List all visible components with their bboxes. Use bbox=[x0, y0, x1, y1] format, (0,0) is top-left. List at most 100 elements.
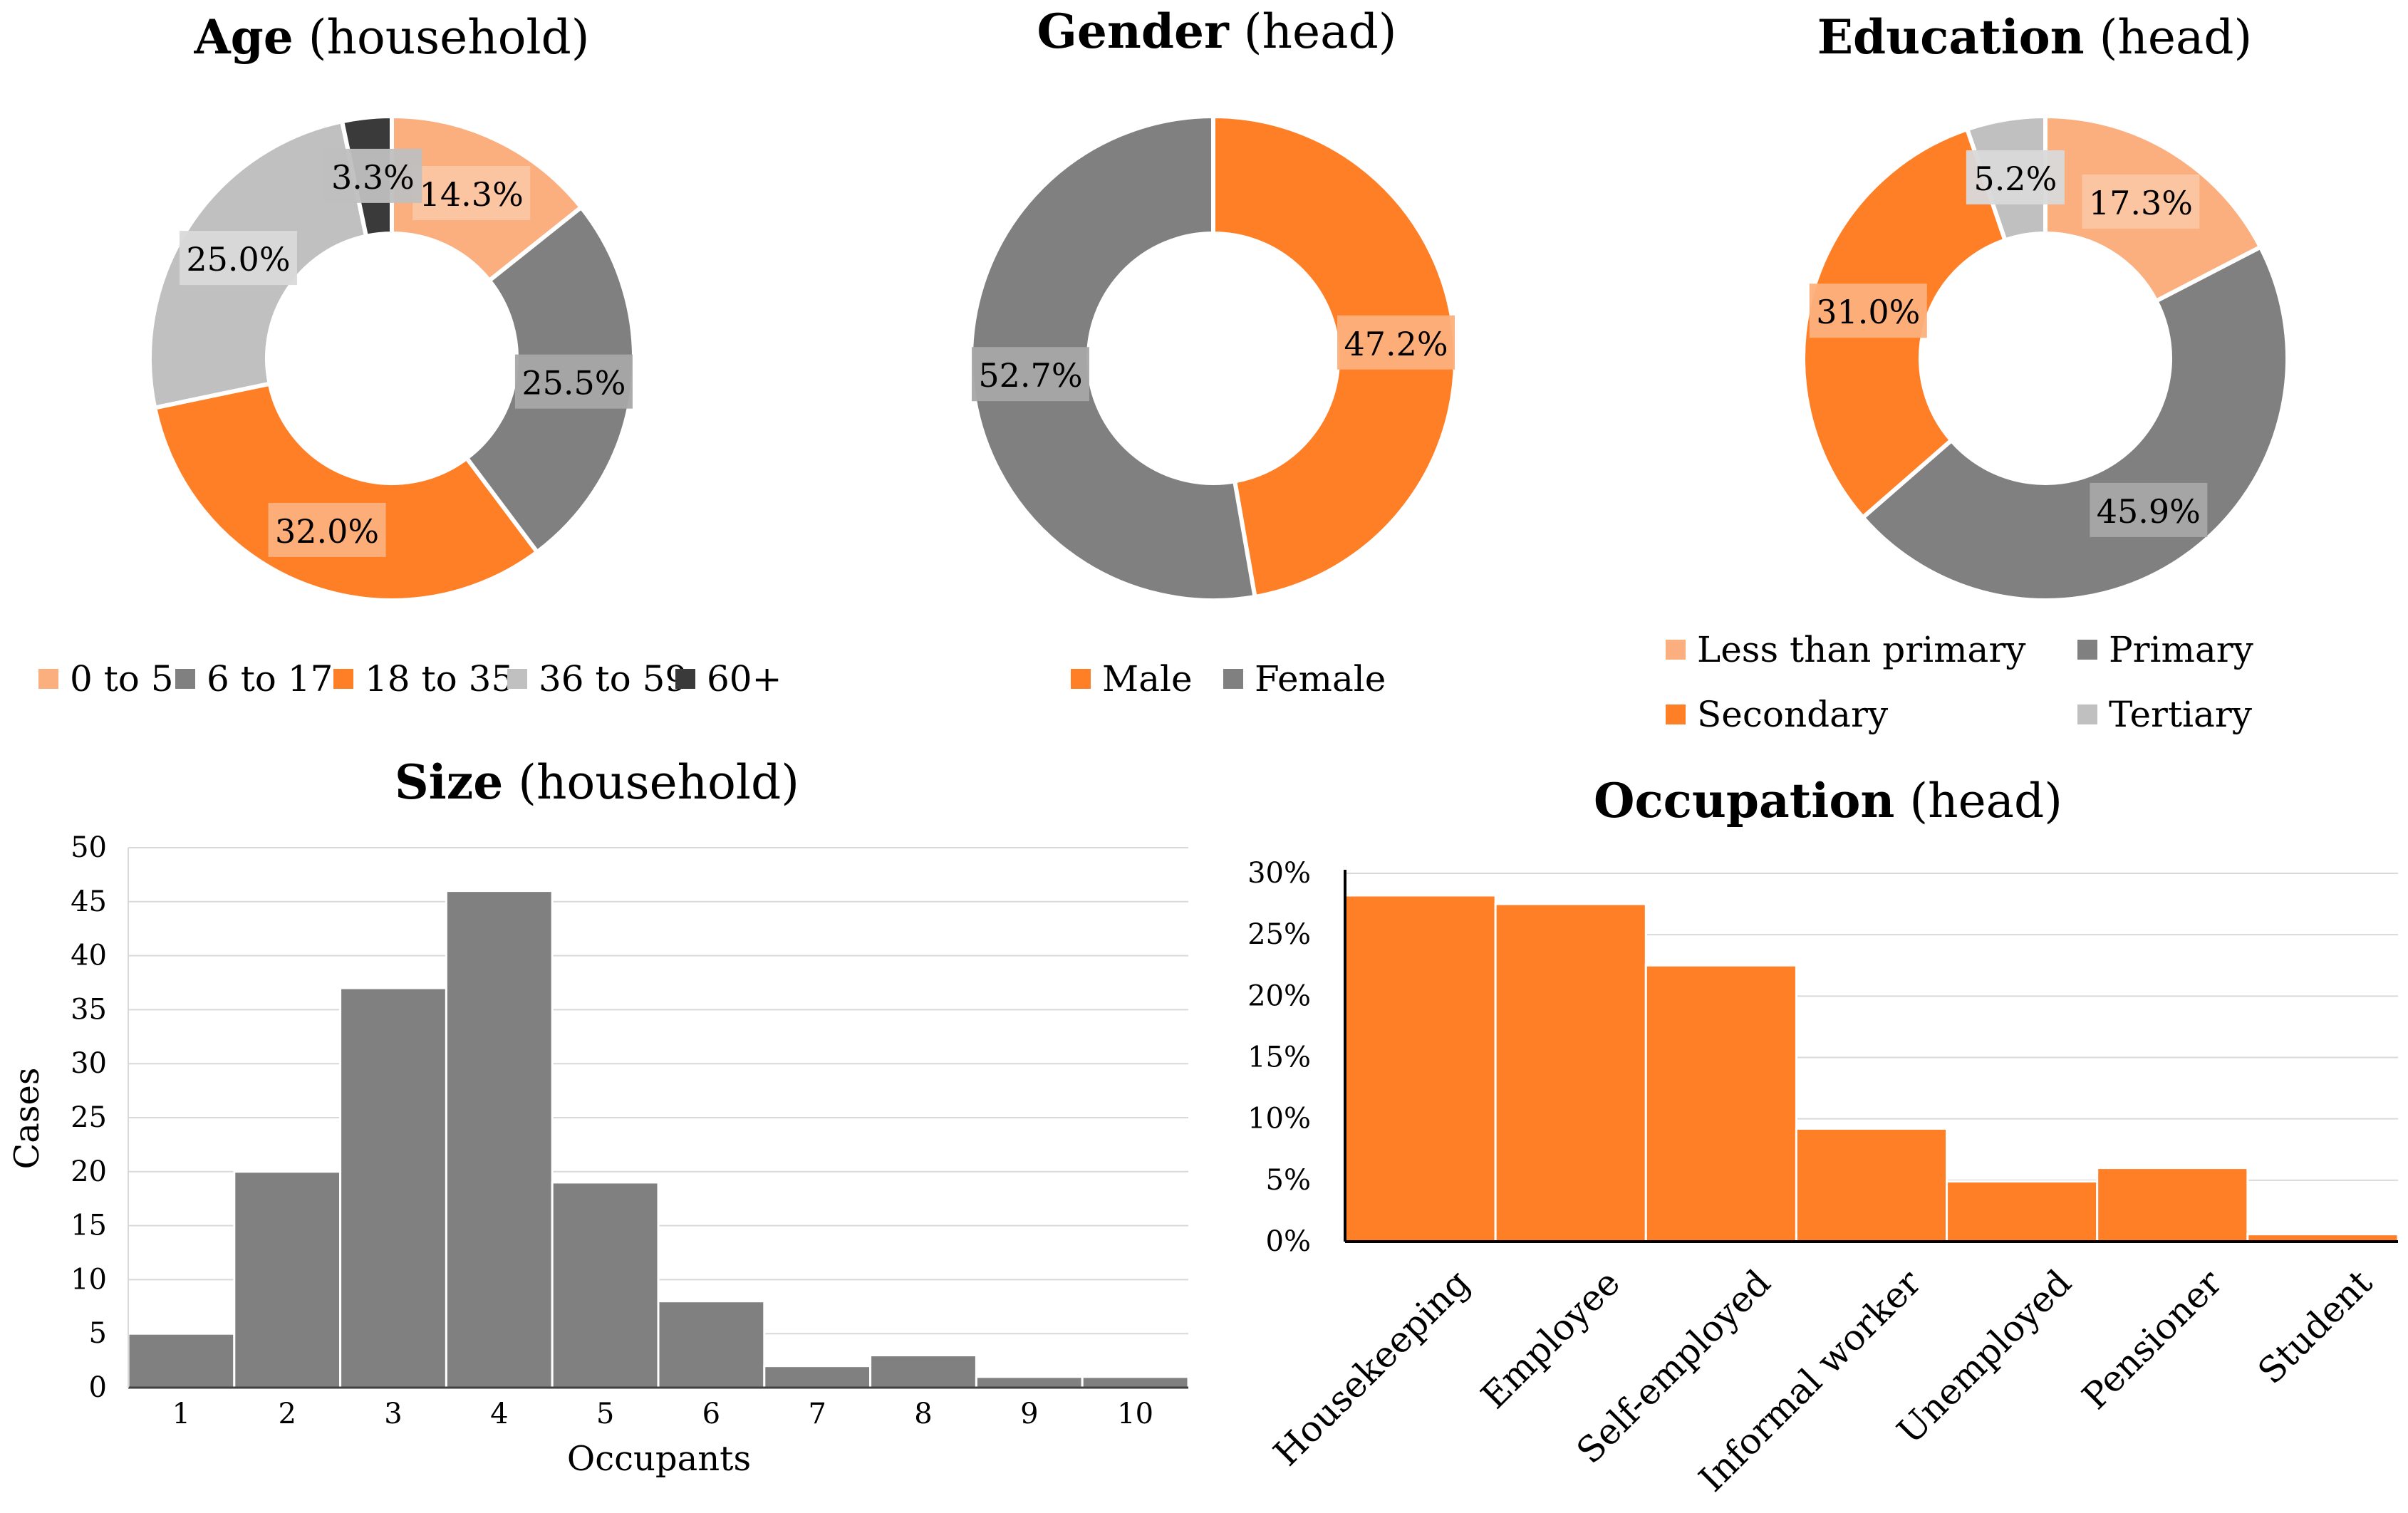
size-bar-7 bbox=[763, 1365, 872, 1389]
occupation-title-rest: (head) bbox=[1894, 774, 2062, 828]
gender-legend-swatch bbox=[1071, 669, 1091, 689]
education-chart-title: Education (head) bbox=[1817, 9, 2253, 65]
occupation-ytick-label: 20% bbox=[1247, 979, 1311, 1012]
education-label-box bbox=[1809, 284, 1927, 338]
gender-legend-swatch bbox=[1223, 669, 1243, 689]
education-label-box bbox=[1966, 150, 2065, 204]
gender-chart-title: Gender (head) bbox=[1037, 4, 1397, 59]
education-legend-swatch bbox=[2077, 640, 2097, 660]
size-xtick-label: 5 bbox=[596, 1398, 614, 1430]
size-x-axis-label: Occupants bbox=[567, 1439, 751, 1479]
education-data-label: 31.0% bbox=[1816, 293, 1920, 331]
education-label-box bbox=[2090, 482, 2208, 537]
gender-label-box bbox=[1337, 315, 1455, 370]
size-xtick-label: 6 bbox=[702, 1398, 720, 1430]
size-ytick-label: 10 bbox=[71, 1263, 107, 1296]
age-label-box bbox=[514, 354, 633, 409]
occupation-bar-informal-worker bbox=[1795, 1127, 1948, 1243]
size-xtick-label: 4 bbox=[490, 1398, 508, 1430]
size-xtick-label: 1 bbox=[172, 1398, 190, 1430]
size-ytick-label: 15 bbox=[71, 1210, 107, 1242]
education-data-label: 45.9% bbox=[2097, 492, 2201, 531]
size-ytick-label: 40 bbox=[71, 940, 107, 972]
occupation-bar-pensioner bbox=[2096, 1167, 2249, 1243]
age-legend-label: 18 to 35 bbox=[365, 658, 514, 700]
size-title-rest: (household) bbox=[503, 755, 799, 810]
gender-data-label: 52.7% bbox=[978, 356, 1082, 395]
education-legend-label: Tertiary bbox=[2109, 694, 2253, 735]
size-ytick-label: 45 bbox=[71, 885, 107, 918]
size-bar-3 bbox=[339, 987, 447, 1389]
occupation-xtick-label: Employee bbox=[1473, 1262, 1628, 1416]
age-title-rest: (household) bbox=[294, 10, 590, 65]
education-donut: 17.3% 45.9% 31.0% 5.2% bbox=[1801, 113, 2290, 603]
gender-legend-label: Male bbox=[1102, 658, 1193, 700]
education-legend-swatch bbox=[1666, 640, 1686, 660]
occupation-xtick-label: Student bbox=[2250, 1262, 2380, 1392]
gender-slice-male bbox=[1211, 113, 1458, 600]
size-ytick-label: 0 bbox=[89, 1371, 107, 1404]
age-legend-label: 36 to 59 bbox=[539, 658, 687, 700]
size-xtick-label: 8 bbox=[914, 1398, 932, 1430]
size-bar-5 bbox=[551, 1181, 660, 1389]
size-bar-10 bbox=[1081, 1376, 1190, 1389]
education-legend-label: Secondary bbox=[1697, 694, 1889, 735]
size-y-axis-label: Cases bbox=[7, 1067, 47, 1169]
gender-title-rest: (head) bbox=[1229, 4, 1397, 59]
occupation-xtick-label: Housekeeping bbox=[1265, 1262, 1478, 1474]
education-title-rest: (head) bbox=[2085, 10, 2253, 65]
size-bar-8 bbox=[869, 1354, 977, 1389]
education-data-label: 17.3% bbox=[2089, 184, 2193, 222]
age-legend-label: 0 to 5 bbox=[70, 658, 174, 700]
size-ytick-label: 35 bbox=[71, 993, 107, 1026]
occupation-ytick-label: 10% bbox=[1247, 1103, 1311, 1135]
size-title-bold: Size bbox=[395, 754, 503, 810]
occupation-xtick-label: Pensioner bbox=[2075, 1262, 2230, 1417]
age-data-label: 25.0% bbox=[186, 240, 290, 279]
age-donut: 14.3% 25.5% 32.0% 25.0% 3.3% bbox=[147, 113, 636, 603]
occupation-ytick-label: 0% bbox=[1266, 1225, 1311, 1258]
size-ytick-label: 20 bbox=[71, 1155, 107, 1188]
occupation-bar-self-employed bbox=[1644, 964, 1797, 1243]
age-legend-swatch bbox=[333, 669, 353, 689]
age-legend-swatch bbox=[675, 669, 695, 689]
size-xtick-label: 10 bbox=[1117, 1398, 1153, 1430]
size-ytick-label: 5 bbox=[89, 1317, 107, 1350]
age-label-box bbox=[323, 148, 422, 203]
size-bar-9 bbox=[975, 1376, 1084, 1389]
education-legend-swatch bbox=[1666, 704, 1686, 724]
gender-donut: 47.2% 52.7% bbox=[968, 113, 1458, 603]
size-bar-4 bbox=[445, 890, 554, 1389]
age-slice-18-to-35 bbox=[152, 381, 541, 603]
gender-label-box bbox=[971, 347, 1089, 402]
occupation-title-bold: Occupation bbox=[1594, 773, 1894, 828]
age-legend-swatch bbox=[38, 669, 58, 689]
gender-slice-female bbox=[968, 113, 1257, 603]
size-xtick-label: 9 bbox=[1020, 1398, 1038, 1430]
size-ytick-label: 30 bbox=[71, 1047, 107, 1080]
size-ytick-label: 25 bbox=[71, 1101, 107, 1134]
gender-data-label: 47.2% bbox=[1344, 325, 1448, 363]
age-data-label: 3.3% bbox=[331, 158, 415, 197]
occupation-ytick-label: 30% bbox=[1247, 857, 1311, 890]
education-data-label: 5.2% bbox=[1973, 160, 2057, 198]
size-bar-1 bbox=[127, 1332, 236, 1389]
size-ytick-label: 50 bbox=[71, 831, 107, 864]
age-label-box bbox=[412, 166, 531, 221]
occupation-ytick-label: 5% bbox=[1266, 1164, 1311, 1197]
occupation-chart-title: Occupation (head) bbox=[1594, 773, 2062, 828]
occupation-bar-unemployed bbox=[1946, 1180, 2099, 1243]
occupation-ytick-label: 25% bbox=[1247, 918, 1311, 951]
occupation-bar-employee bbox=[1494, 903, 1647, 1243]
size-xtick-label: 2 bbox=[278, 1398, 296, 1430]
age-title-bold: Age bbox=[193, 9, 293, 65]
occupation-bar-housekeeping bbox=[1344, 894, 1497, 1243]
age-legend-swatch bbox=[507, 669, 527, 689]
age-legend-label: 60+ bbox=[707, 658, 782, 700]
size-bar-2 bbox=[233, 1170, 342, 1389]
age-chart-title: Age (household) bbox=[193, 9, 589, 65]
size-chart-title: Size (household) bbox=[395, 754, 799, 810]
